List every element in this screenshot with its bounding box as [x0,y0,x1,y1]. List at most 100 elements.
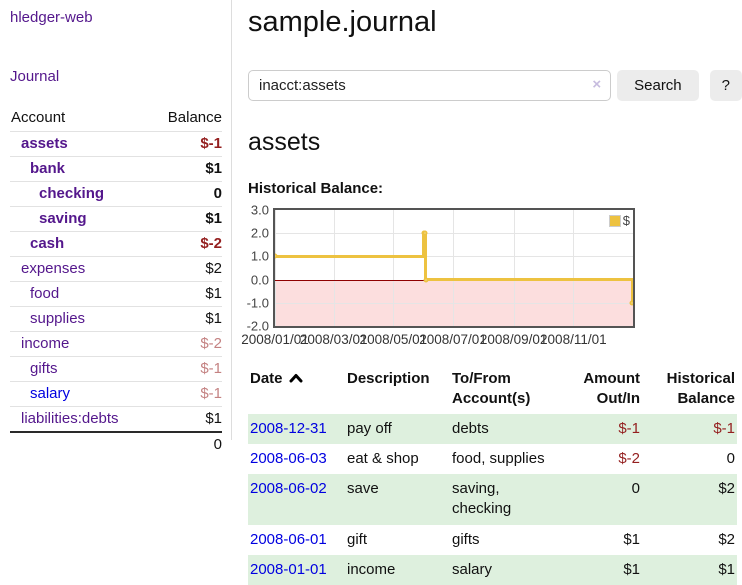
register-row[interactable]: 2008-06-03 eat & shop food, supplies $-2 0 [248,444,737,474]
accounts-table: Account Balance assets $-1 bank $1 checking 0… [10,106,222,456]
transaction-description: eat & shop [347,449,419,467]
series-segment [275,254,426,258]
data-point-marker [423,277,429,283]
account-row: expenses $2 [10,256,222,282]
account-balance: $-2 [200,335,222,352]
x-axis-tick-label: 2008/11/01 [540,332,607,347]
register-header-date[interactable]: Date [248,365,345,414]
series-segment [424,278,633,282]
transaction-balance: $1 [718,560,735,578]
register-header-amount[interactable]: Amount Out/In [583,370,640,408]
series-segment [424,231,428,282]
account-row: checking 0 [10,181,222,207]
sidebar: hledger-web Journal Account Balance asse… [0,0,232,453]
account-row: supplies $1 [10,306,222,332]
transaction-amount: $-2 [618,449,640,467]
register-table: Date Description To/From Account(s) Amount Ou… [248,365,737,585]
transaction-accounts: food, supplies [452,449,545,467]
account-row: salary $-1 [10,381,222,407]
account-link-assets[interactable]: assets [21,135,68,152]
account-link-bank[interactable]: bank [30,160,66,177]
account-balance: $-1 [200,135,222,152]
account-link-income[interactable]: income [21,335,70,352]
account-balance: $-1 [200,385,222,402]
search-input[interactable] [248,70,612,101]
account-row: food $1 [10,281,222,307]
register-header-description[interactable]: Description [347,370,430,387]
account-balance: $1 [205,160,222,177]
data-point-marker [422,230,428,236]
account-link-salary[interactable]: salary [30,385,71,402]
sort-ascending-icon [289,369,303,389]
account-row: saving $1 [10,206,222,232]
series-segment [422,231,426,258]
historical-balance-chart: $ 3.0 2.0 1.0 0.0 -1.0 -2.0 2008/01/01 2008/03/… [241,203,635,350]
transaction-date-link[interactable]: 2008-06-02 [250,480,327,497]
transaction-balance: $2 [718,480,735,497]
transaction-date-link[interactable]: 2008-12-31 [250,419,327,437]
account-balance: 0 [213,185,222,202]
accounts-total-row: 0 [10,432,222,456]
help-button[interactable]: ? [709,70,742,101]
gridline [333,210,335,326]
y-axis-tick-label: 1.0 [250,248,269,264]
x-axis-tick-label: 2008/05/01 [359,332,428,347]
register-row[interactable]: 2008-01-01 income salary $1 $1 [248,554,737,585]
transaction-date-link[interactable]: 2008-06-03 [250,449,327,467]
transaction-balance: $-1 [713,419,735,437]
register-row[interactable]: 2008-12-31 pay off debts $-1 $-1 [248,413,737,444]
gridline [453,210,455,326]
search-button[interactable]: Search [617,70,699,101]
account-balance: $1 [205,285,222,302]
account-row: liabilities:debts $1 [10,406,222,433]
transaction-description: gift [347,530,368,548]
transaction-date-link[interactable]: 2008-01-01 [250,560,327,578]
account-balance: $1 [205,210,222,227]
gridline [275,210,276,326]
x-axis-tick-label: 2008/01/01 [241,332,309,347]
gridline [513,210,515,326]
sidebar-item-journal[interactable]: Journal [10,68,60,85]
account-link-checking[interactable]: checking [39,185,105,202]
transaction-accounts: debts [452,419,489,437]
data-point-marker [275,253,278,259]
register-header-tofrom[interactable]: To/From Account(s) [452,370,531,408]
accounts-total-value: 0 [213,436,222,453]
legend-label: $ [622,213,630,228]
x-axis-tick-label: 2008/09/01 [479,332,548,347]
chart-plot-area[interactable] [273,208,635,328]
register-row[interactable]: 2008-06-01 gift gifts $1 $2 [248,525,737,555]
transaction-date-link[interactable]: 2008-06-01 [250,530,327,548]
transaction-accounts: gifts [452,530,480,548]
app-brand-link[interactable]: hledger-web [10,9,93,26]
y-axis-tick-label: 0.0 [250,272,269,288]
search-form: × Search ? [248,70,742,101]
account-balance: $2 [205,260,222,277]
page-title: sample.journal [248,6,437,38]
main-content: sample.journal × Search ? assets Histori… [241,0,742,585]
gridline [573,210,575,326]
account-link-expenses[interactable]: expenses [21,260,86,277]
account-link-food[interactable]: food [30,285,60,302]
register-row[interactable]: 2008-06-02 save saving, checking 0 $2 [248,474,737,525]
y-axis-tick-label: 3.0 [250,202,269,218]
transaction-amount: $-1 [618,419,640,437]
clear-search-icon[interactable]: × [592,76,602,93]
transaction-description: save [347,480,379,497]
gridline [393,210,395,326]
account-link-gifts[interactable]: gifts [30,360,58,377]
account-link-saving[interactable]: saving [39,210,87,227]
account-balance: $1 [205,410,222,427]
account-link-cash[interactable]: cash [30,235,65,252]
register-header-historical[interactable]: Historical Balance [666,370,735,408]
account-balance: $1 [205,310,222,327]
gridline [275,233,633,235]
transaction-amount: $1 [623,560,640,578]
account-balance: $-2 [200,235,222,252]
account-link-liabilities:debts[interactable]: liabilities:debts [21,410,119,427]
data-point-marker [629,300,633,306]
account-link-supplies[interactable]: supplies [30,310,86,327]
transaction-accounts: salary [452,560,493,578]
account-row: cash $-2 [10,231,222,257]
transaction-description: pay off [347,419,392,437]
